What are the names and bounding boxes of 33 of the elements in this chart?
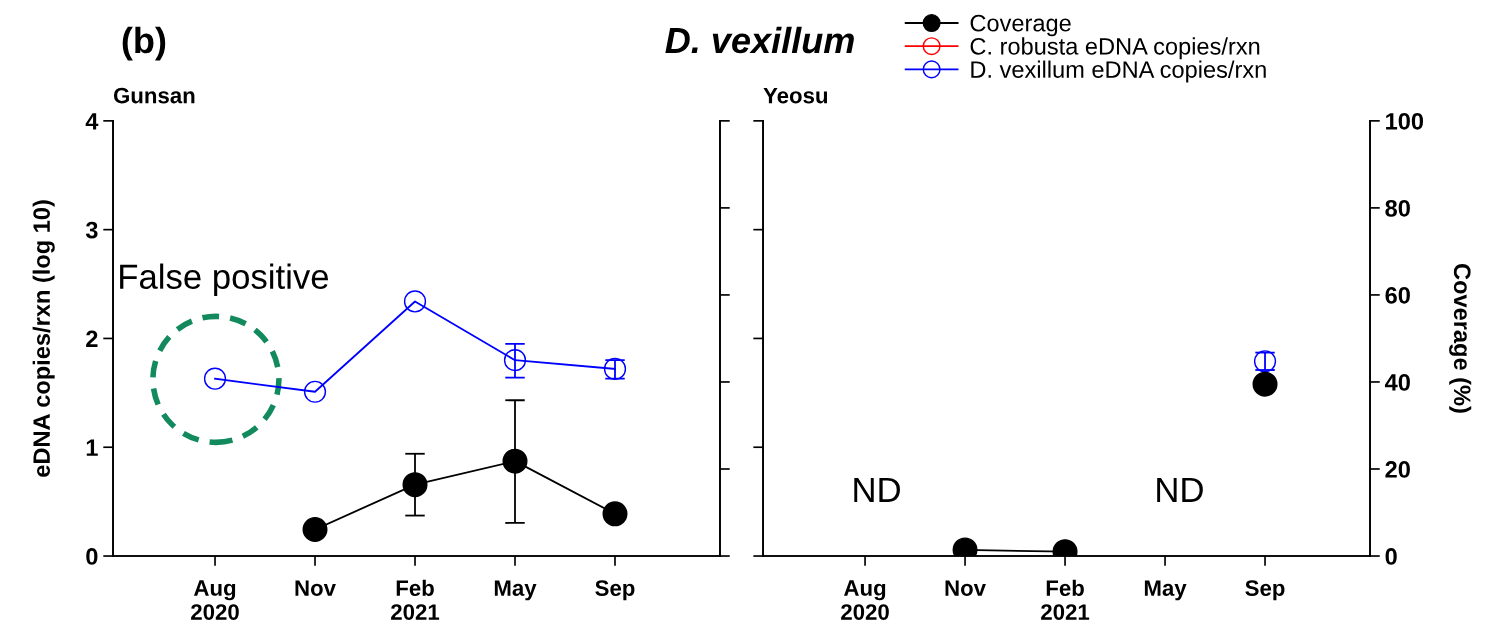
y-tick-label: 3 bbox=[85, 221, 98, 239]
legend-label: Coverage bbox=[970, 14, 1071, 37]
x-tick-label: Aug 2020 bbox=[841, 580, 889, 620]
y-tick-label: 0 bbox=[86, 548, 98, 565]
y2-tick-label: 0 bbox=[1385, 548, 1397, 565]
text: Yeosu bbox=[763, 87, 828, 104]
annotation: ND bbox=[854, 478, 900, 502]
x-tick-label: Aug 2020 bbox=[191, 580, 239, 620]
x-tick-label: Nov bbox=[945, 580, 986, 596]
y2-tick-label: 20 bbox=[1385, 461, 1410, 478]
chart-title: D. vexillum bbox=[665, 26, 854, 54]
y2-axis-title: Coverage (%) bbox=[1449, 263, 1472, 413]
x-tick-label: Sep bbox=[1245, 580, 1285, 601]
annotation: ND bbox=[1157, 478, 1203, 502]
y2-tick-label: 80 bbox=[1385, 199, 1410, 217]
x-tick-label: May bbox=[494, 580, 537, 601]
x-tick-label: May bbox=[1144, 580, 1187, 601]
y2-tick-label: 100 bbox=[1386, 112, 1424, 130]
x-tick-label: Nov bbox=[295, 580, 336, 596]
y2-tick-label: 60 bbox=[1385, 287, 1410, 304]
legend-label: C. robusta eDNA copies/rxn bbox=[970, 37, 1260, 60]
legend-label: D. vexillum eDNA copies/rxn bbox=[971, 60, 1266, 83]
y-axis-title: eDNA copies/rxn (log 10) bbox=[32, 200, 55, 477]
text: (b) bbox=[122, 26, 166, 61]
text: Gunsan bbox=[113, 87, 195, 104]
x-tick-label: Sep bbox=[595, 580, 635, 601]
y-tick-label: 1 bbox=[86, 439, 98, 456]
y-tick-label: 4 bbox=[85, 113, 99, 130]
annotation: False positive bbox=[120, 263, 329, 296]
x-tick-label: Feb 2021 bbox=[391, 579, 440, 620]
y2-tick-label: 40 bbox=[1384, 374, 1410, 391]
x-tick-label: Feb 2021 bbox=[1041, 579, 1090, 620]
y-tick-label: 2 bbox=[86, 330, 98, 347]
